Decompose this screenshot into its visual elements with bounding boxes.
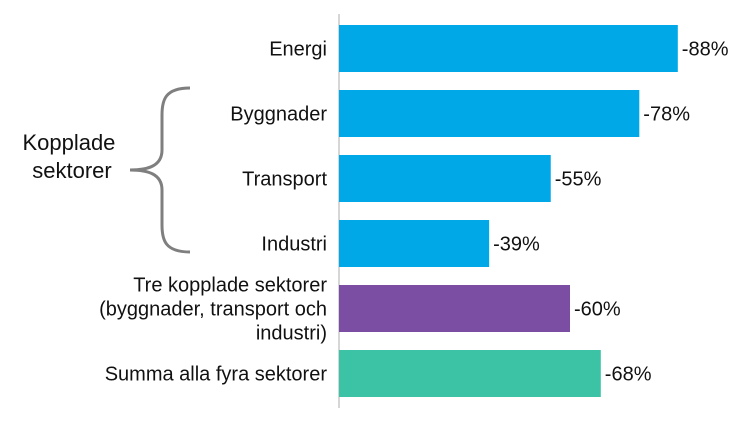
group-brace [129, 86, 191, 254]
category-label-5-line-3: industri) [256, 323, 327, 345]
bar-1 [339, 25, 678, 72]
value-label-5: -60% [574, 299, 621, 321]
bar-4 [339, 220, 490, 267]
category-label-3: Transport [242, 169, 327, 191]
category-label-4: Industri [261, 234, 327, 256]
category-labels-group: Energi Byggnader Transport Industri Tre kopp… [99, 39, 327, 386]
category-label-5-line-2: (byggnader, transport och [99, 299, 327, 321]
bar-5 [339, 285, 570, 332]
value-label-6: -68% [605, 364, 652, 386]
category-label-5-line-1: Tre kopplade sektorer [133, 275, 327, 297]
category-label-6-line-1: Summa alla fyra sektorer [105, 364, 328, 386]
group-label-line-2: sektorer [32, 158, 111, 183]
value-labels-group: -88% -78% -55% -39% -60% -68% [493, 39, 729, 386]
category-label-1: Energi [269, 39, 327, 61]
bar-2 [339, 90, 640, 137]
category-label-5: Tre kopplade sektorer (byggnader, transpo… [99, 275, 327, 345]
category-label-2-line-1: Byggnader [230, 104, 327, 126]
value-label-1: -88% [682, 39, 729, 61]
group-label-line-1: Kopplade [22, 130, 115, 155]
category-label-1-line-1: Energi [269, 39, 327, 61]
value-label-2: -78% [643, 104, 690, 126]
bar-3 [339, 155, 551, 202]
category-label-2: Byggnader [230, 104, 327, 126]
bars-group [339, 25, 678, 397]
category-label-4-line-1: Industri [261, 234, 327, 256]
group-label: Kopplade sektorer [22, 130, 121, 183]
bar-6 [339, 350, 601, 397]
value-label-4: -39% [493, 234, 540, 256]
category-label-3-line-1: Transport [242, 169, 327, 191]
category-label-6: Summa alla fyra sektorer [105, 364, 328, 386]
value-label-3: -55% [555, 169, 602, 191]
